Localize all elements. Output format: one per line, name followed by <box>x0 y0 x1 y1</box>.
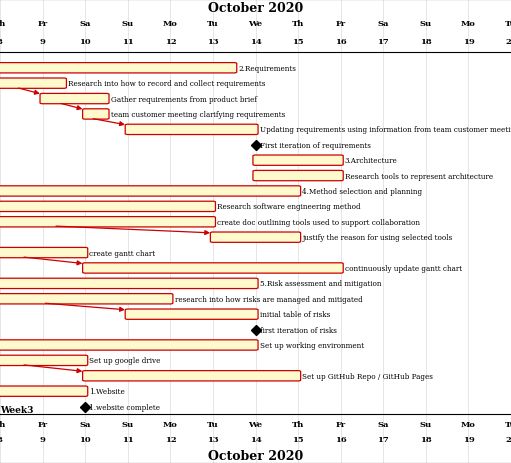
Text: 20: 20 <box>505 38 511 46</box>
FancyBboxPatch shape <box>0 279 258 289</box>
Text: Tu: Tu <box>505 420 511 428</box>
Text: Sa: Sa <box>378 420 389 428</box>
Text: 17: 17 <box>378 38 389 46</box>
Text: 5.Risk assessment and mitigation: 5.Risk assessment and mitigation <box>260 280 381 288</box>
Text: Mo: Mo <box>163 20 178 28</box>
Text: 9: 9 <box>40 435 45 443</box>
Text: October 2020: October 2020 <box>208 450 303 463</box>
Text: Sa: Sa <box>378 20 389 28</box>
Text: We: We <box>248 420 263 428</box>
Text: Research into how to record and collect requirements: Research into how to record and collect … <box>68 80 266 88</box>
Text: Tu: Tu <box>207 20 219 28</box>
Text: Mo: Mo <box>461 20 476 28</box>
Text: Sa: Sa <box>79 420 91 428</box>
Text: 15: 15 <box>292 435 304 443</box>
Text: Set up GitHub Repo / GitHub Pages: Set up GitHub Repo / GitHub Pages <box>303 372 433 380</box>
Text: Set up google drive: Set up google drive <box>89 357 161 364</box>
Text: 1.Website: 1.Website <box>89 388 125 395</box>
FancyBboxPatch shape <box>0 386 88 396</box>
FancyBboxPatch shape <box>83 110 109 120</box>
Text: 10: 10 <box>79 435 91 443</box>
FancyBboxPatch shape <box>125 309 258 319</box>
Text: Tu: Tu <box>207 420 219 428</box>
Text: 4.Method selection and planning: 4.Method selection and planning <box>303 188 423 195</box>
Text: 14: 14 <box>250 38 261 46</box>
Text: Week3: Week3 <box>0 406 34 414</box>
FancyBboxPatch shape <box>0 63 237 74</box>
Text: 12: 12 <box>165 38 176 46</box>
FancyBboxPatch shape <box>125 125 258 135</box>
FancyBboxPatch shape <box>0 79 66 89</box>
Text: Updating requirements using information from team customer meeting: Updating requirements using information … <box>260 126 511 134</box>
Text: 16: 16 <box>335 435 346 443</box>
Text: 20: 20 <box>505 435 511 443</box>
Text: 16: 16 <box>335 38 346 46</box>
Text: 13: 13 <box>207 435 219 443</box>
FancyBboxPatch shape <box>0 187 300 197</box>
Text: initial table of risks: initial table of risks <box>260 311 330 319</box>
Text: team customer meeting clarifying requirements: team customer meeting clarifying require… <box>111 111 285 119</box>
Text: 2.Requirements: 2.Requirements <box>239 65 296 73</box>
FancyBboxPatch shape <box>0 217 216 227</box>
Text: 8: 8 <box>0 435 3 443</box>
Text: Research software engineering method: Research software engineering method <box>217 203 361 211</box>
Text: Tu: Tu <box>505 20 511 28</box>
Text: justify the reason for using selected tools: justify the reason for using selected to… <box>303 234 453 242</box>
Text: Th: Th <box>292 20 304 28</box>
Text: 13: 13 <box>207 38 219 46</box>
Text: 8: 8 <box>0 38 3 46</box>
Text: 1.website complete: 1.website complete <box>89 403 160 411</box>
Text: Su: Su <box>122 420 134 428</box>
Text: 18: 18 <box>420 38 432 46</box>
FancyBboxPatch shape <box>211 232 300 243</box>
FancyBboxPatch shape <box>0 294 173 304</box>
FancyBboxPatch shape <box>83 371 300 381</box>
Text: Gather requirements from product brief: Gather requirements from product brief <box>111 95 257 103</box>
Text: We: We <box>248 20 263 28</box>
Text: create doc outlining tools used to support collaboration: create doc outlining tools used to suppo… <box>217 218 420 226</box>
Text: Mo: Mo <box>461 420 476 428</box>
Text: 10: 10 <box>79 38 91 46</box>
Text: Sa: Sa <box>79 20 91 28</box>
Text: continuously update gantt chart: continuously update gantt chart <box>345 264 462 272</box>
Text: 17: 17 <box>378 435 389 443</box>
FancyBboxPatch shape <box>253 156 343 166</box>
FancyBboxPatch shape <box>0 340 258 350</box>
Text: research into how risks are managed and mitigated: research into how risks are managed and … <box>175 295 362 303</box>
Text: First iteration of requirements: First iteration of requirements <box>260 142 370 150</box>
FancyBboxPatch shape <box>83 263 343 274</box>
Text: Th: Th <box>0 20 6 28</box>
Text: 11: 11 <box>122 38 133 46</box>
Text: 15: 15 <box>292 38 304 46</box>
FancyBboxPatch shape <box>0 248 88 258</box>
Text: 11: 11 <box>122 435 133 443</box>
Text: Th: Th <box>0 420 6 428</box>
Text: create gantt chart: create gantt chart <box>89 249 155 257</box>
Text: Set up working environment: Set up working environment <box>260 341 364 349</box>
Text: Mo: Mo <box>163 420 178 428</box>
Text: Su: Su <box>122 20 134 28</box>
FancyBboxPatch shape <box>0 356 88 366</box>
Text: October 2020: October 2020 <box>208 2 303 15</box>
Text: 18: 18 <box>420 435 432 443</box>
Text: Th: Th <box>292 420 304 428</box>
Text: Fr: Fr <box>37 20 48 28</box>
Text: first iteration of risks: first iteration of risks <box>260 326 337 334</box>
Text: 14: 14 <box>250 435 261 443</box>
Text: Su: Su <box>420 420 432 428</box>
Text: 19: 19 <box>462 435 474 443</box>
Text: Research tools to represent architecture: Research tools to represent architecture <box>345 172 493 180</box>
Text: Fr: Fr <box>336 420 346 428</box>
Text: 19: 19 <box>462 38 474 46</box>
FancyBboxPatch shape <box>253 171 343 181</box>
Text: Fr: Fr <box>336 20 346 28</box>
FancyBboxPatch shape <box>0 202 216 212</box>
Text: Fr: Fr <box>37 420 48 428</box>
Text: Su: Su <box>420 20 432 28</box>
Text: 3.Architecture: 3.Architecture <box>345 157 398 165</box>
FancyBboxPatch shape <box>40 94 109 105</box>
Text: 9: 9 <box>40 38 45 46</box>
Text: 12: 12 <box>165 435 176 443</box>
